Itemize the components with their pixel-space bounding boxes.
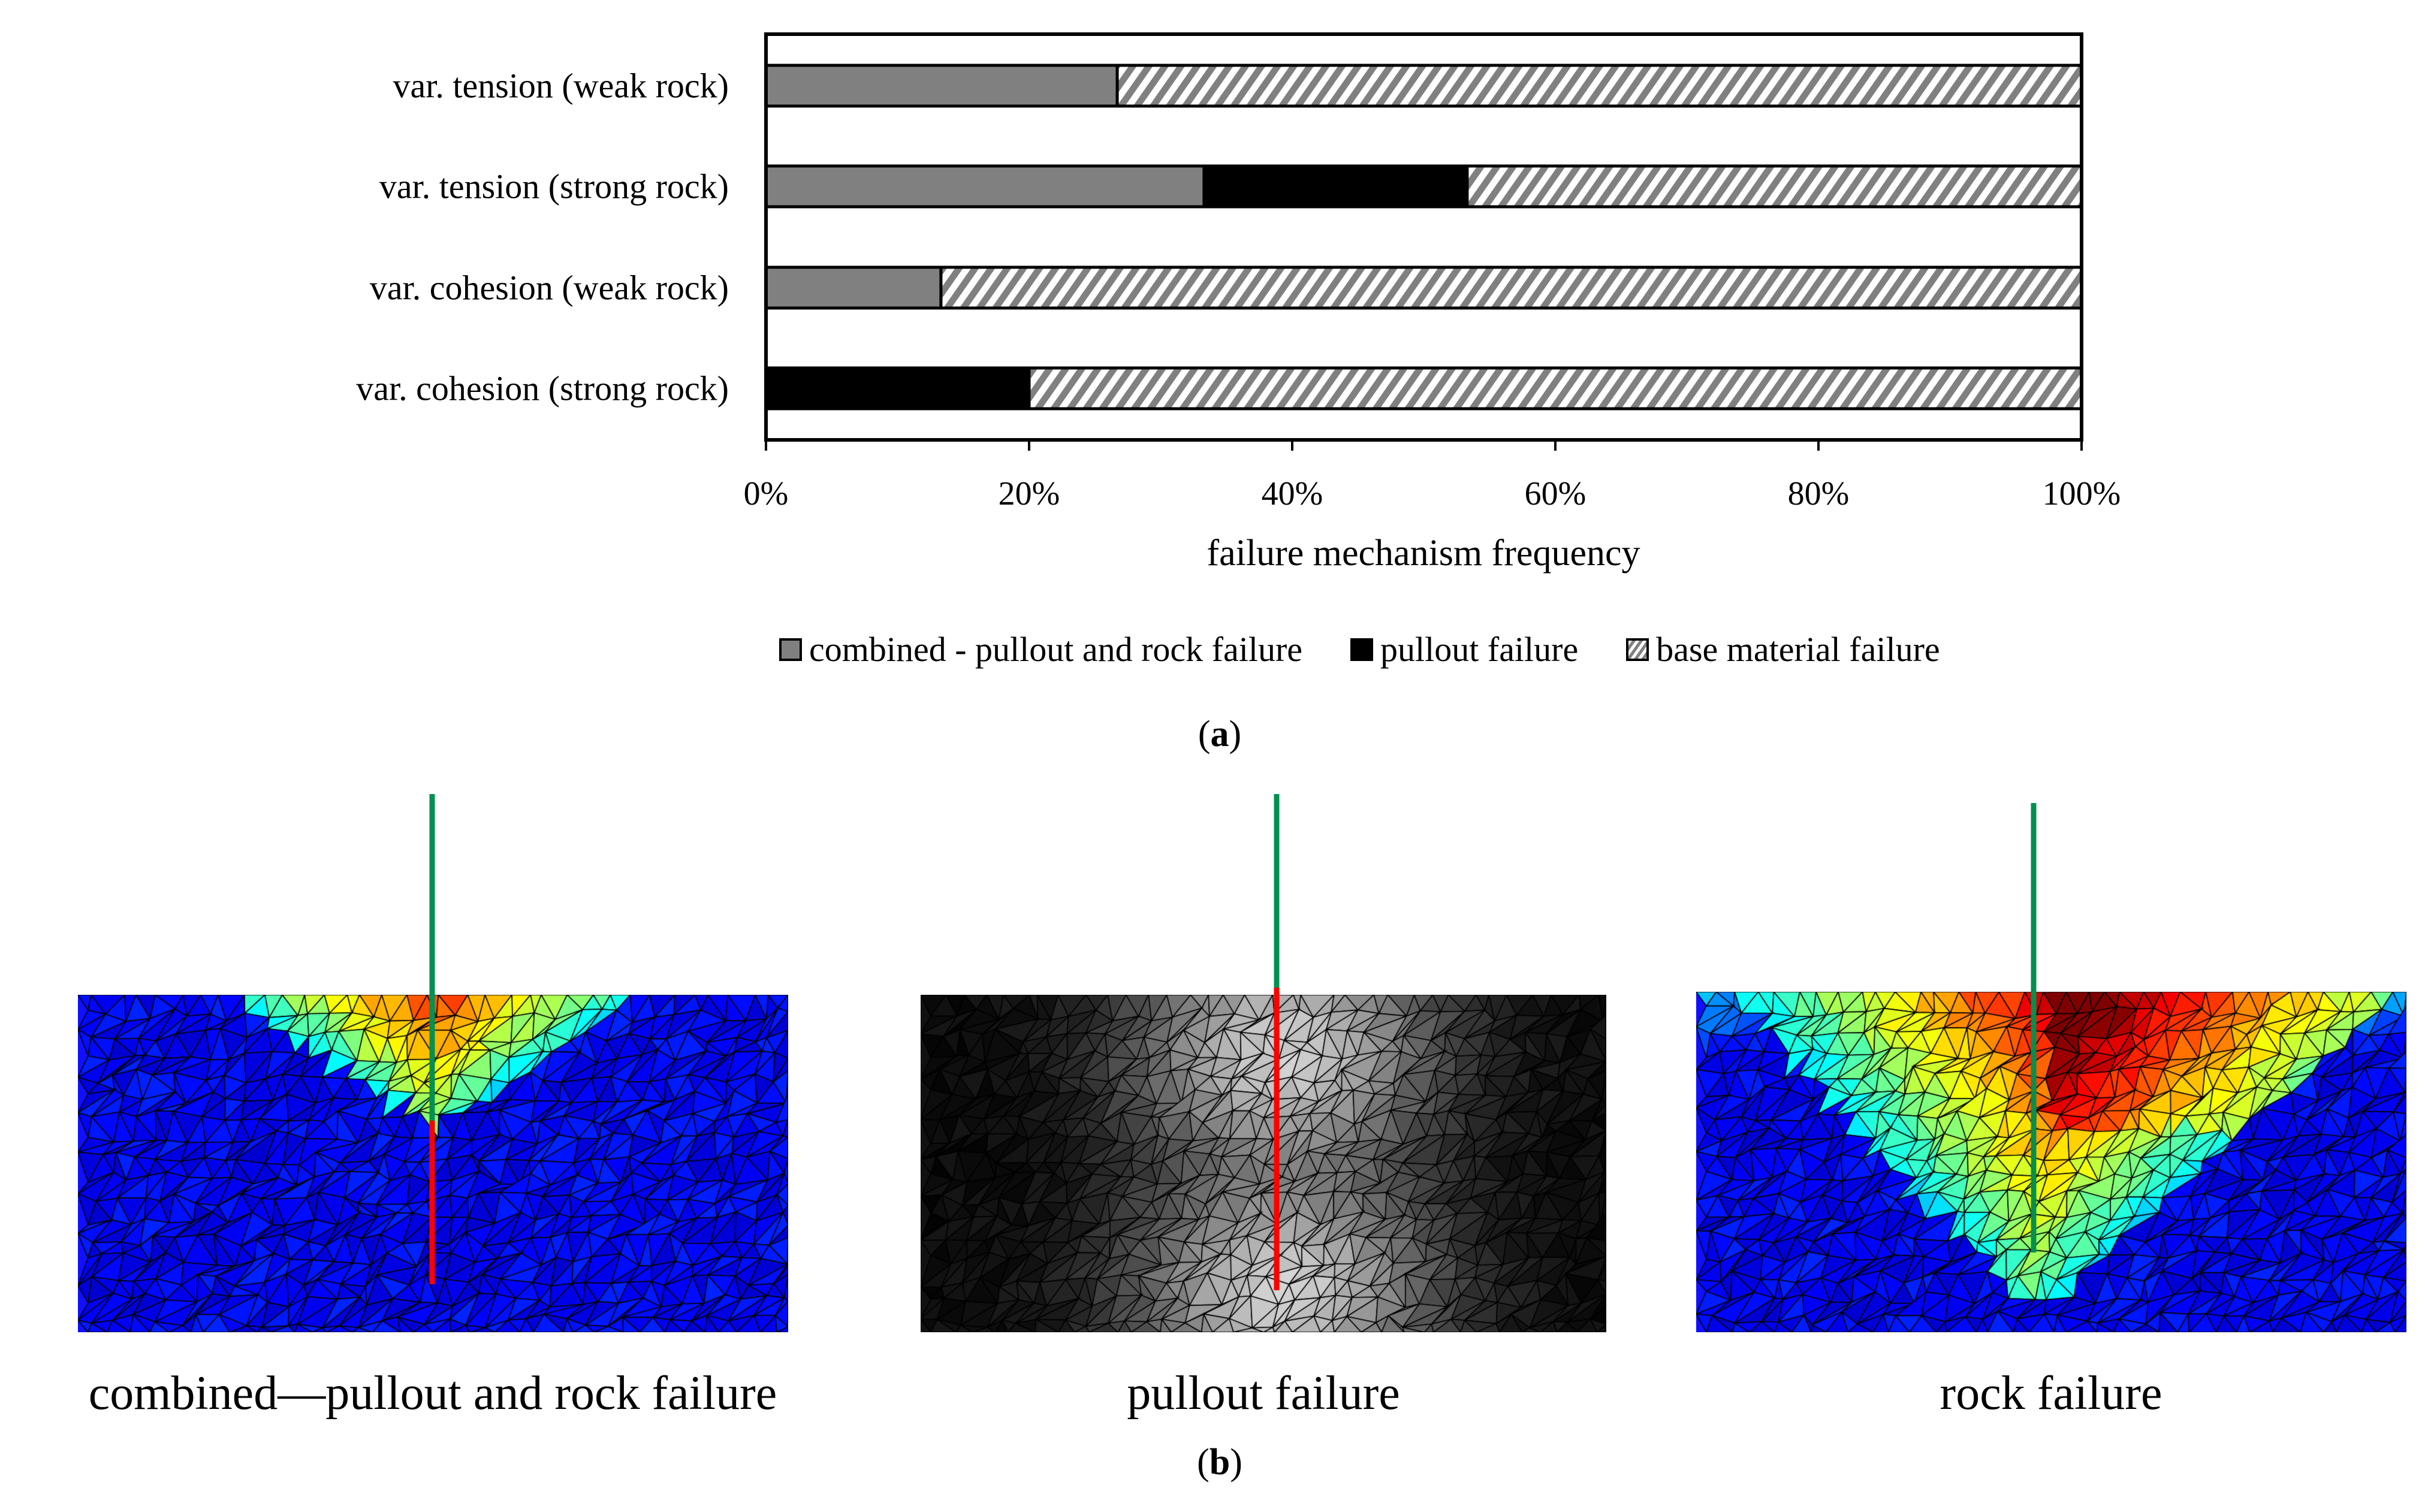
bar-segment (1202, 164, 1469, 209)
bar-segment (764, 164, 1206, 209)
bar-segment (764, 265, 943, 310)
legend-item-pullout: pullout failure (1350, 629, 1578, 669)
x-tick-label: 20% (998, 475, 1060, 512)
x-tick-label: 100% (2042, 475, 2121, 512)
y-tick-label: var. tension (strong rock) (379, 167, 729, 206)
bar-segment (1115, 64, 2083, 108)
subfigure-label-b: (b) (1197, 1442, 1242, 1483)
caption-pullout: pullout failure (1127, 1367, 1400, 1420)
fem-mesh-pullout-failure (921, 995, 1606, 1332)
bar-segment (1027, 366, 2083, 411)
bar-segment (939, 265, 2083, 310)
subfigure-label-a: (a) (1198, 714, 1242, 755)
y-tick-label: var. cohesion (weak rock) (369, 268, 729, 307)
legend-swatch (1626, 638, 1649, 661)
legend-label: combined - pullout and rock failure (809, 630, 1303, 669)
x-tick-label: 60% (1524, 475, 1586, 512)
fem-mesh-combined-failure (78, 995, 788, 1332)
bar-segment (764, 366, 1031, 411)
legend-label: base material failure (1656, 630, 1940, 669)
legend-swatch (779, 638, 802, 661)
bar-chart (764, 32, 2083, 451)
legend: combined - pullout and rock failure pull… (779, 629, 1940, 669)
legend-swatch (1350, 638, 1374, 661)
x-tick-label: 40% (1261, 475, 1323, 512)
y-tick-label: var. cohesion (strong rock) (356, 369, 729, 408)
caption-combined: combined—pullout and rock failure (88, 1367, 777, 1420)
x-tick-label: 80% (1787, 475, 1850, 512)
y-tick-label: var. tension (weak rock) (393, 66, 729, 105)
bar-segment (1465, 164, 2083, 209)
bar-segment (764, 64, 1119, 108)
x-tick-label: 0% (743, 475, 789, 512)
plot-frame (764, 32, 2083, 442)
caption-rock: rock failure (1940, 1367, 2162, 1420)
fem-mesh-rock-failure (1696, 992, 2406, 1332)
legend-label: pullout failure (1380, 630, 1579, 669)
legend-item-combined: combined - pullout and rock failure (779, 629, 1302, 669)
legend-item-base-material: base material failure (1626, 629, 1940, 669)
x-axis-label: failure mechanism frequency (1207, 533, 1640, 574)
